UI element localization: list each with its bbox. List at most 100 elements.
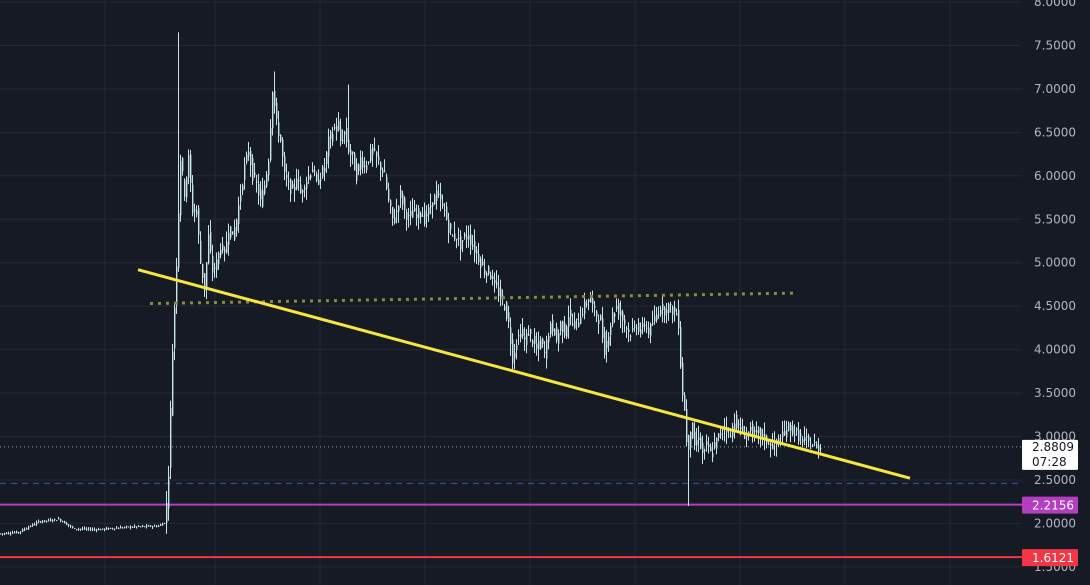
candle-body (224, 249, 226, 253)
candle-body (800, 433, 802, 437)
candle-body (218, 252, 220, 265)
candle-body (474, 241, 476, 253)
candle-body (432, 202, 434, 207)
candle-body (602, 318, 604, 339)
candle-body (14, 532, 16, 534)
candle-body (670, 303, 672, 305)
candle-body (818, 445, 820, 451)
candle-body (40, 521, 42, 523)
candle-body (242, 185, 244, 192)
candle-body (760, 428, 762, 437)
candle-body (582, 313, 584, 315)
candle-body (130, 526, 132, 528)
candle-body (608, 336, 610, 346)
candle-body (28, 527, 30, 529)
candle-body (110, 527, 112, 529)
candle-body (426, 214, 428, 217)
candle-body (216, 259, 218, 271)
price-tick-label: 2.5000 (1034, 473, 1076, 487)
candle-body (146, 525, 148, 527)
candle-body (586, 303, 588, 305)
candle-body (102, 528, 104, 530)
candle-body (704, 449, 706, 451)
candle-body (408, 215, 410, 217)
candle-body (348, 139, 350, 153)
candle-body (476, 250, 478, 254)
candle-body (258, 183, 260, 196)
candle-body (614, 313, 616, 317)
candle-body (334, 127, 336, 129)
candle-body (96, 529, 98, 531)
candle-body (250, 150, 252, 166)
candle-body (778, 438, 780, 443)
candle-body (326, 152, 328, 165)
candle-body (134, 526, 136, 528)
candle-body (462, 240, 464, 242)
current-price-value: 2.8809 (1032, 440, 1074, 454)
candle-body (180, 160, 182, 216)
candle-body (716, 437, 718, 449)
candle-body (658, 314, 660, 316)
candle-body (178, 213, 180, 268)
drawings-layer[interactable] (137, 268, 911, 480)
candle-body (284, 156, 286, 172)
candle-body (620, 311, 622, 316)
candle-body (676, 313, 678, 316)
candle-body (478, 254, 480, 263)
candle-body (798, 429, 800, 442)
candle-body (122, 527, 124, 529)
candle-body (434, 194, 436, 205)
candle-body (410, 210, 412, 216)
candle-body (290, 179, 292, 194)
candle-body (210, 231, 212, 251)
candle-body (76, 529, 78, 531)
candle-body (304, 187, 306, 190)
price-tick-label: 4.5000 (1034, 299, 1076, 313)
candle-body (650, 323, 652, 336)
candle-body (356, 164, 358, 181)
candle-body (78, 528, 80, 530)
trendline[interactable] (137, 268, 911, 480)
candle-body (182, 158, 184, 172)
candle-body (484, 269, 486, 275)
candle-body (160, 524, 162, 526)
candle-body (458, 237, 460, 239)
candle-body (442, 203, 444, 207)
candle-body (172, 351, 174, 416)
candle-body (388, 189, 390, 201)
candle-body (90, 529, 92, 531)
candle-body (570, 309, 572, 317)
candle-body (402, 193, 404, 205)
candle-body (492, 276, 494, 280)
candle-body (746, 435, 748, 437)
candle-body (504, 306, 506, 311)
candle-body (62, 521, 64, 523)
candle-body (212, 256, 214, 273)
candle-body (82, 528, 84, 530)
horizontal-ray-dotted[interactable] (149, 291, 796, 306)
candle-body (384, 171, 386, 173)
candle-body (324, 168, 326, 172)
candle-body (132, 527, 134, 529)
candle-body (788, 423, 790, 431)
candle-body (700, 437, 702, 449)
candle-body (230, 226, 232, 238)
candle-body (286, 175, 288, 178)
candle-body (574, 320, 576, 328)
candle-body (254, 172, 256, 176)
candle-body (784, 430, 786, 435)
candle-body (730, 436, 732, 438)
candle-body (712, 452, 714, 458)
candle-body (292, 183, 294, 189)
candle-body (814, 442, 816, 444)
candle-body (358, 164, 360, 172)
candle-body (6, 533, 8, 535)
candle-body (106, 528, 108, 530)
candle-body (226, 242, 228, 253)
candle-body (272, 92, 274, 129)
candle-body (34, 524, 36, 526)
candle-body (192, 184, 194, 214)
